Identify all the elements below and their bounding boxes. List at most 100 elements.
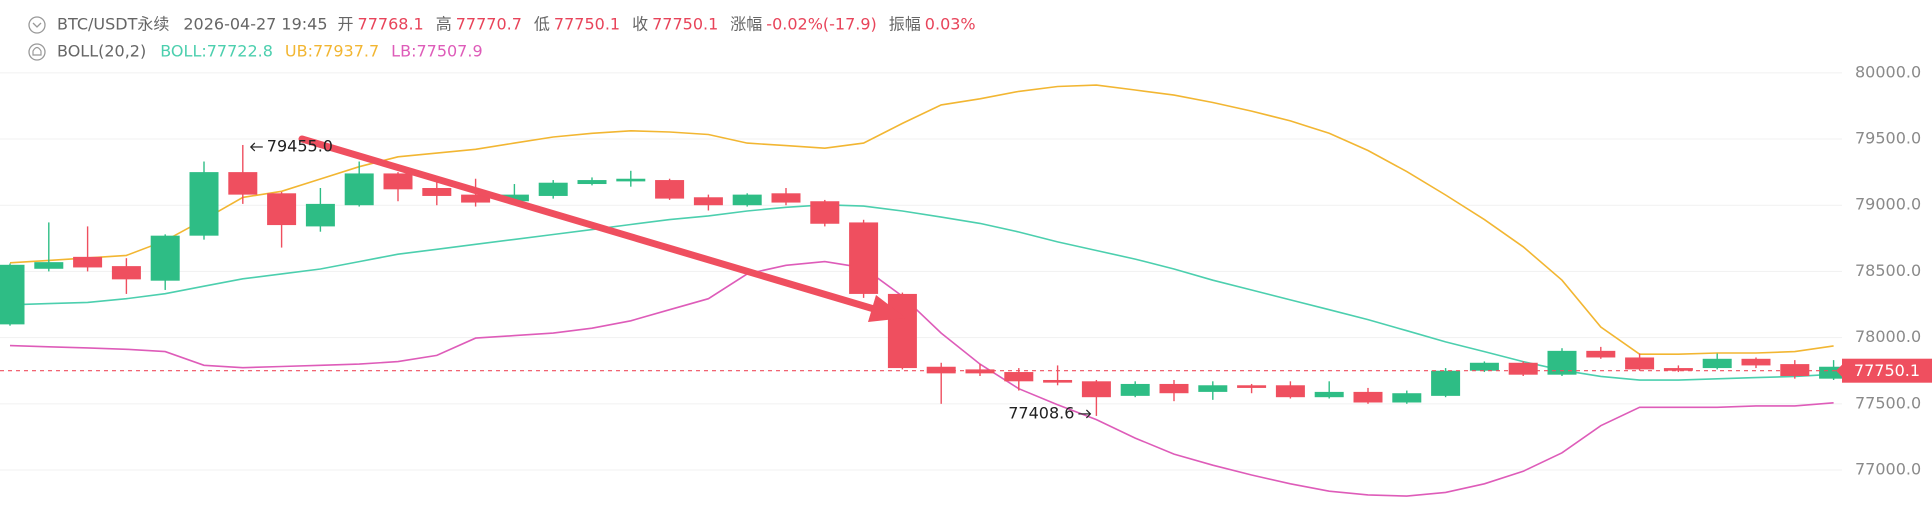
candle-body [1819, 366, 1849, 379]
candle-body [849, 222, 879, 294]
field-label: 高 [436, 15, 452, 34]
legend-name: LB [391, 42, 411, 61]
candle-body [344, 173, 374, 206]
candle-body [926, 366, 956, 374]
field-value: 77770.7 [456, 15, 522, 34]
grid: 77000.0 77500.0 78000.0 78500.0 79000.0 79500… [0, 62, 1921, 479]
candle-body [73, 256, 103, 268]
y-tick-label: 77000.0 [1855, 460, 1921, 479]
extreme-arrow-head [1085, 409, 1092, 419]
candle-body [461, 194, 491, 203]
overlay: 79455.0 77408.6 77750.1 [0, 136, 1932, 422]
candle-body [111, 266, 141, 280]
field-label: 低 [534, 15, 550, 34]
candle-body [1508, 362, 1538, 375]
legend-value: 77937.7 [313, 42, 379, 61]
candle-body [1004, 372, 1034, 382]
candle-body [228, 172, 258, 195]
candle-body [0, 264, 25, 325]
symbol-icon [28, 16, 46, 34]
indicator-name: BOLL(20,2) [57, 42, 146, 61]
legend-name: UB [285, 42, 308, 61]
last-price-box [1842, 358, 1932, 383]
candle-body [538, 182, 568, 196]
last-price-label: 77750.1 [1854, 361, 1920, 380]
candle-body [1547, 350, 1577, 375]
indicator-icon [28, 43, 46, 61]
trend-arrow [298, 135, 906, 322]
bell-icon [32, 46, 42, 56]
high-label: 79455.0 [267, 136, 333, 155]
candle-body [34, 262, 64, 269]
candle-body [383, 173, 413, 190]
legend-value: 77507.9 [416, 42, 482, 61]
candle-body [1081, 381, 1111, 398]
y-tick-label: 77500.0 [1855, 393, 1921, 412]
candle-body [1353, 391, 1383, 403]
y-tick-label: 79000.0 [1855, 195, 1921, 214]
candle-body [577, 180, 607, 185]
candle-body [965, 369, 995, 374]
candle-body [499, 194, 529, 202]
candle-body [1780, 364, 1810, 377]
field-label: 收 [632, 15, 648, 34]
candles [0, 144, 1849, 416]
boll-line [9, 84, 1834, 355]
candle-body [422, 188, 452, 196]
candle-body [1663, 368, 1693, 371]
y-tick-label: 80000.0 [1855, 62, 1921, 81]
field-value: 0.03% [925, 15, 976, 34]
candle-body [1120, 383, 1150, 396]
y-tick-label: 79500.0 [1855, 129, 1921, 148]
field-value: 77768.1 [358, 15, 424, 34]
candle-body [1469, 362, 1499, 371]
symbol-icon-chevron [32, 22, 42, 28]
header: BTC/USDT永续 2026-04-27 19:45 开 77768.1 高 77770… [28, 15, 976, 61]
legend-separator: : [308, 42, 313, 61]
y-tick-label: 78500.0 [1855, 261, 1921, 280]
legend-separator: : [201, 42, 206, 61]
legend-value: 77722.8 [207, 42, 273, 61]
low-label: 77408.6 [1008, 403, 1074, 422]
candle-body [1586, 350, 1616, 358]
candle-body [616, 178, 646, 182]
y-tick-label: 78000.0 [1855, 327, 1921, 346]
candle-body [267, 193, 297, 226]
candle-body [771, 193, 801, 203]
field-label: 开 [338, 15, 354, 34]
candle-body [1741, 358, 1771, 366]
candle-body [693, 197, 723, 206]
field-value: 77750.1 [554, 15, 620, 34]
symbol: BTC/USDT永续 [57, 15, 169, 34]
candle-body [732, 194, 762, 206]
candle-body [305, 203, 335, 227]
last-price-pointer [1836, 364, 1842, 377]
candle-body [1198, 385, 1228, 392]
candle-body [1043, 379, 1073, 383]
candle-body [1237, 385, 1267, 388]
candle-body [1392, 393, 1422, 403]
candle-body [150, 235, 180, 281]
boll-line [9, 260, 1834, 497]
arrow-shaft [298, 135, 878, 313]
candle-body [1625, 357, 1655, 370]
legend-separator: : [411, 42, 416, 61]
timestamp: 2026-04-27 19:45 [183, 15, 327, 34]
candle-body [1431, 370, 1461, 396]
extreme-arrow-head [249, 142, 256, 152]
candle-body [1159, 383, 1189, 394]
candle-body [655, 180, 685, 199]
arrow-head [868, 295, 906, 322]
legend-name: BOLL [160, 42, 201, 61]
field-label: 涨幅 [730, 15, 762, 34]
field-label: 振幅 [889, 15, 921, 34]
candle-body [189, 172, 219, 236]
candle-body [1702, 358, 1732, 369]
candle-body [1314, 391, 1344, 398]
field-value: 77750.1 [652, 15, 718, 34]
candle-body [810, 201, 840, 224]
field-value: -0.02%(-17.9) [766, 15, 876, 34]
candle-body [887, 293, 917, 369]
candle-body [1275, 385, 1305, 398]
